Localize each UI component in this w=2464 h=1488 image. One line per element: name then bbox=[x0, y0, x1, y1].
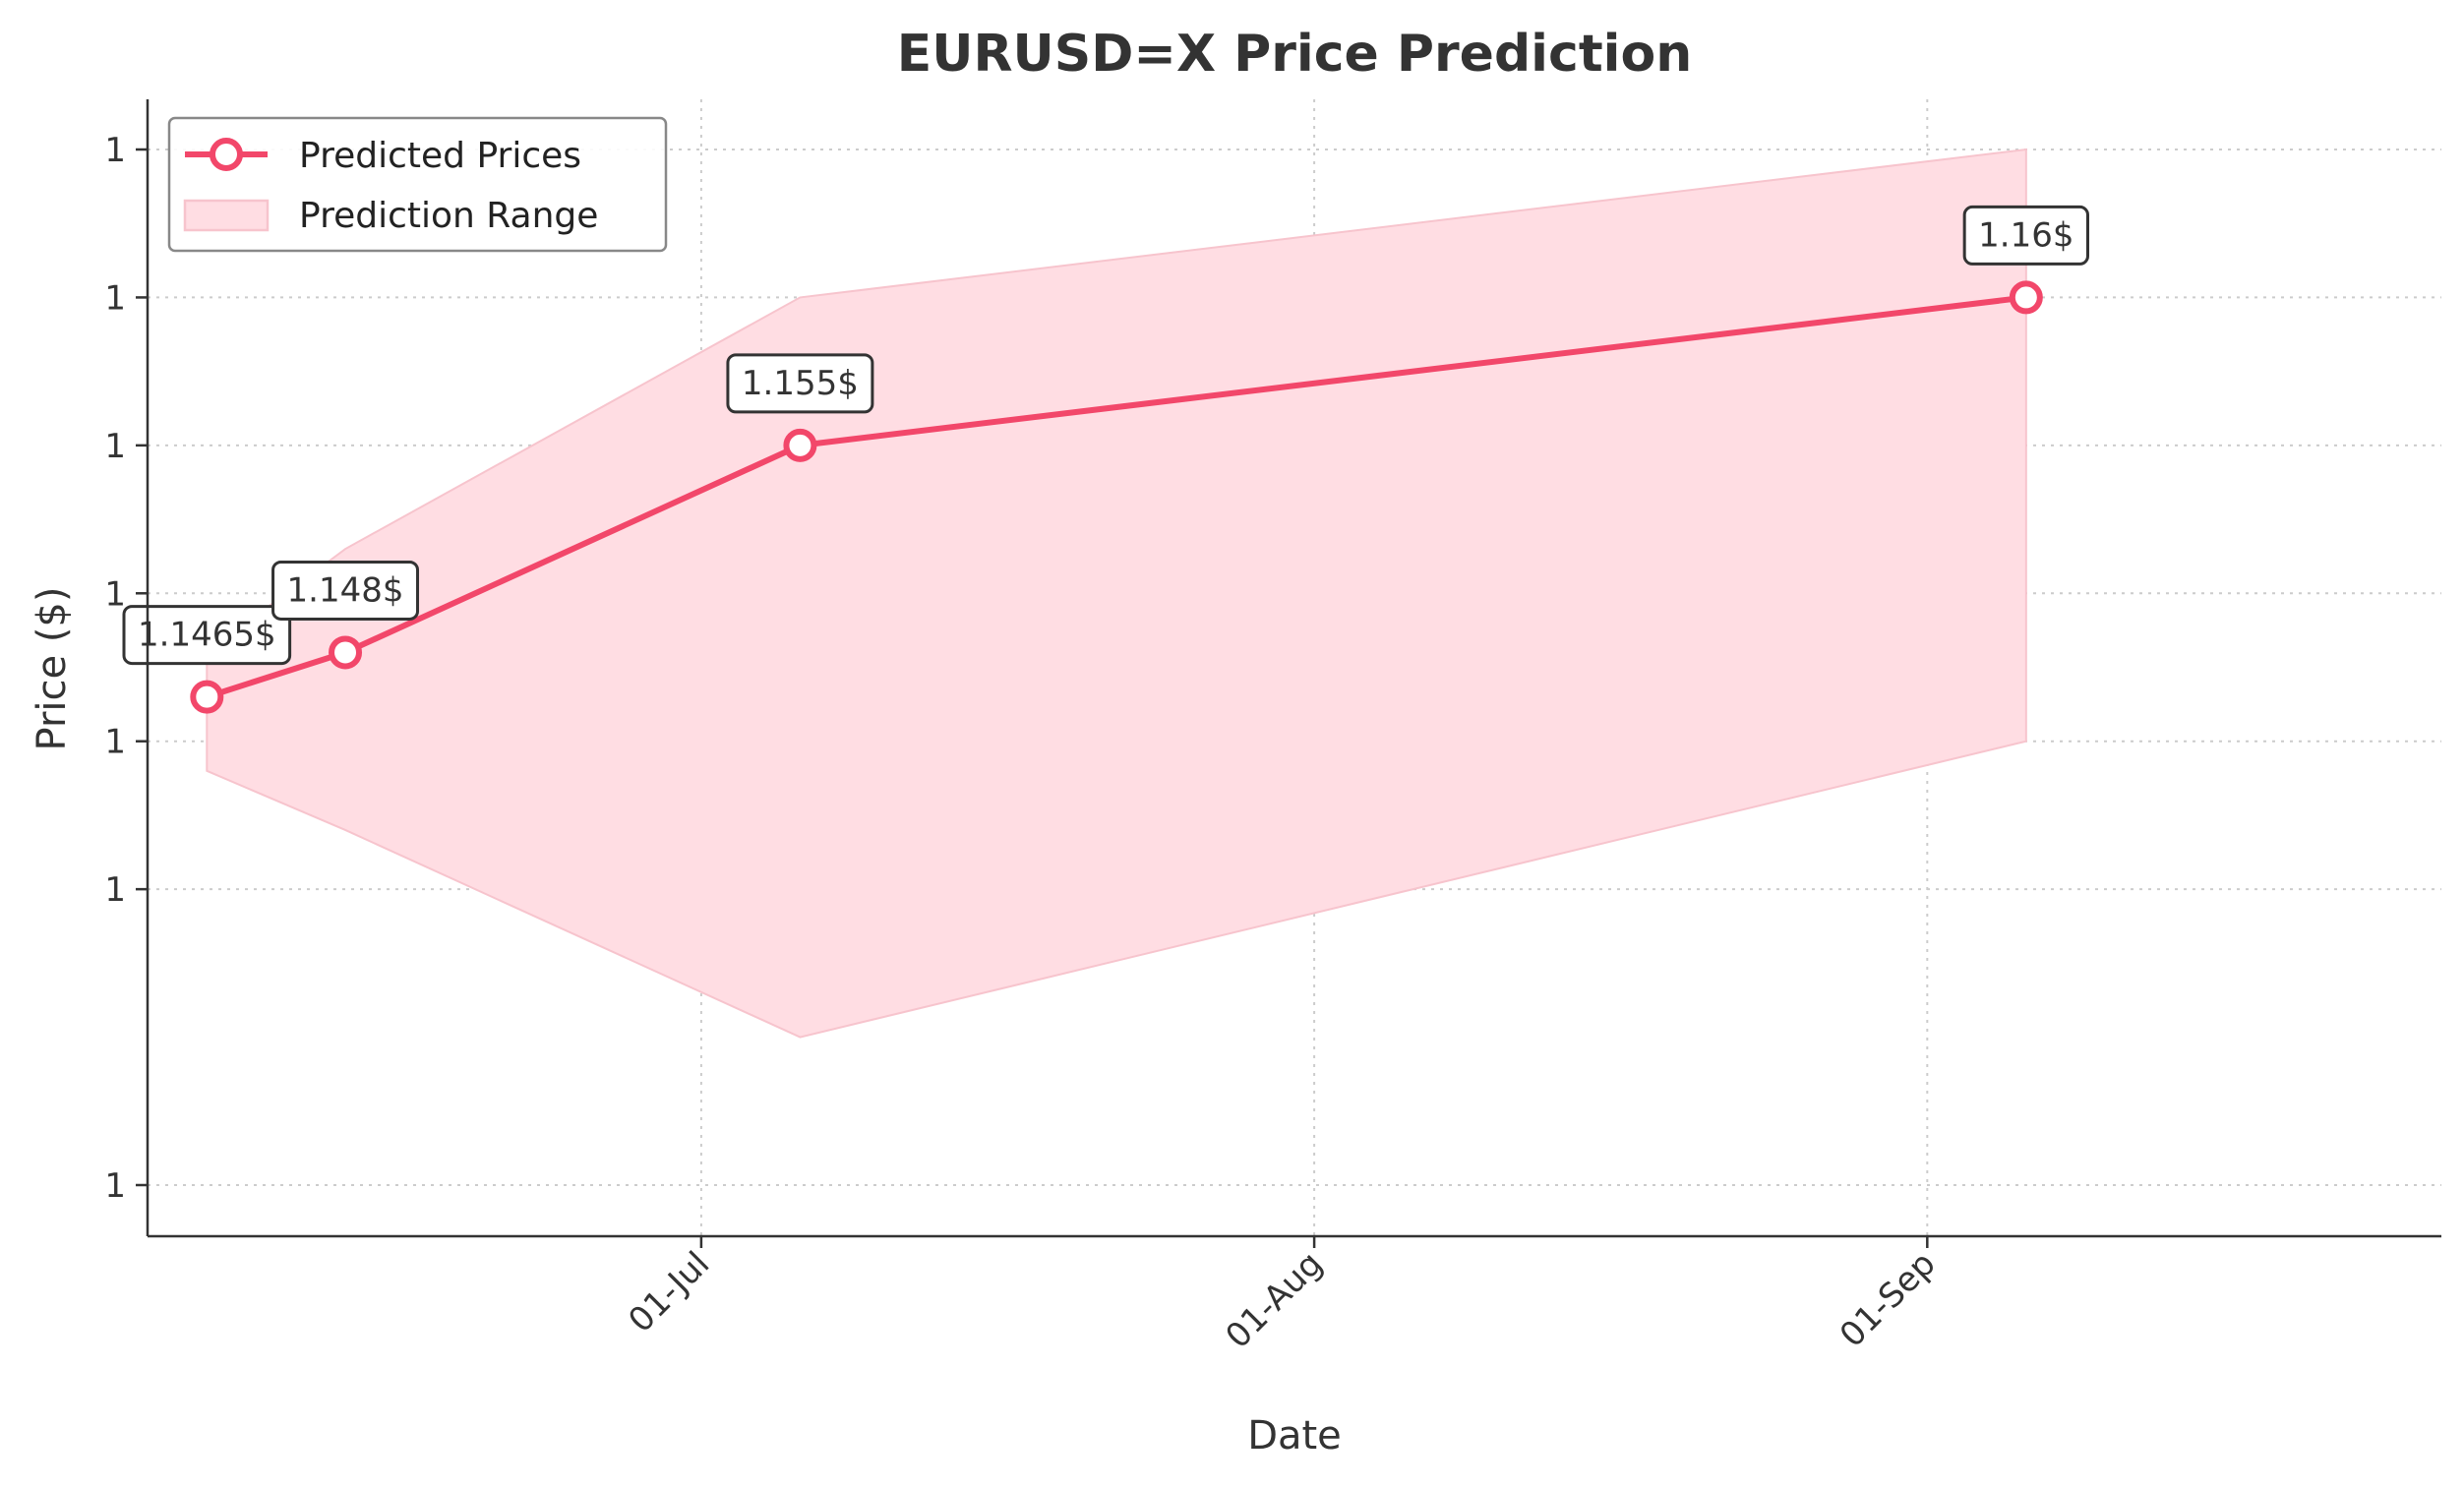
predicted-price-point bbox=[2009, 280, 2043, 315]
y-tick-label: 1 bbox=[104, 427, 126, 466]
y-tick-label: 1 bbox=[104, 870, 126, 910]
y-tick-label: 1 bbox=[104, 574, 126, 614]
price-annotation-box bbox=[271, 560, 420, 621]
legend-band-swatch bbox=[183, 199, 270, 232]
x-tick-label: 01-Aug bbox=[1218, 1244, 1330, 1356]
y-tick-label: 1 bbox=[104, 723, 126, 762]
legend-label-predicted-prices: Predicted Prices bbox=[299, 136, 581, 176]
x-tick-label: 01-Sep bbox=[1833, 1244, 1944, 1355]
price-annotation: 1.16$ bbox=[1962, 205, 2089, 266]
price-annotation-box bbox=[726, 353, 874, 414]
x-axis-ticks: 01-Jul 01-Aug 01-Sep bbox=[621, 1236, 1944, 1356]
y-axis-ticks: 1 1 1 1 1 1 1 bbox=[104, 131, 148, 1206]
chart-title: EURUSD=X Price Prediction bbox=[897, 25, 1693, 84]
predicted-price-point bbox=[190, 680, 224, 714]
y-tick-label: 1 bbox=[104, 1166, 126, 1206]
predicted-price-point bbox=[783, 428, 817, 462]
y-tick-label: 1 bbox=[104, 278, 126, 318]
x-axis-label: Date bbox=[1247, 1413, 1342, 1458]
price-annotation-label: 1.155$ bbox=[742, 364, 859, 403]
y-axis-label: Price ($) bbox=[30, 587, 75, 751]
legend-label-prediction-range: Prediction Range bbox=[299, 196, 598, 236]
prediction-range-band bbox=[206, 148, 2027, 1039]
price-annotations: 1.1465$ 1.148$ 1.155$ 1.16$ bbox=[122, 205, 2089, 666]
price-annotation-label: 1.148$ bbox=[287, 570, 404, 610]
predicted-price-markers bbox=[190, 280, 2043, 714]
predicted-prices-line bbox=[206, 294, 2027, 700]
y-tick-label: 1 bbox=[104, 131, 126, 170]
price-annotation: 1.1465$ bbox=[122, 605, 292, 666]
price-annotation-label: 1.16$ bbox=[1978, 215, 2073, 255]
legend: Predicted Prices Prediction Range bbox=[167, 116, 668, 253]
legend-frame bbox=[167, 116, 668, 253]
price-annotation: 1.148$ bbox=[271, 560, 420, 621]
price-annotation-label: 1.1465$ bbox=[138, 616, 276, 655]
price-annotation-box bbox=[122, 605, 292, 666]
price-annotation: 1.155$ bbox=[726, 353, 874, 414]
legend-marker-swatch bbox=[210, 138, 243, 171]
x-tick-label: 01-Jul bbox=[621, 1244, 717, 1340]
price-annotation-box bbox=[1962, 205, 2089, 266]
predicted-price-point bbox=[329, 635, 363, 670]
